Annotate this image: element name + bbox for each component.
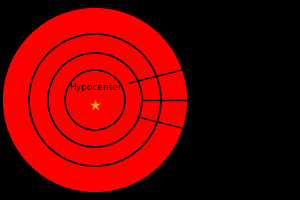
Circle shape	[65, 70, 125, 130]
Circle shape	[48, 53, 142, 147]
Text: Hypocenter: Hypocenter	[69, 83, 122, 92]
Point	[93, 103, 98, 107]
Circle shape	[29, 34, 161, 166]
Circle shape	[2, 7, 188, 193]
